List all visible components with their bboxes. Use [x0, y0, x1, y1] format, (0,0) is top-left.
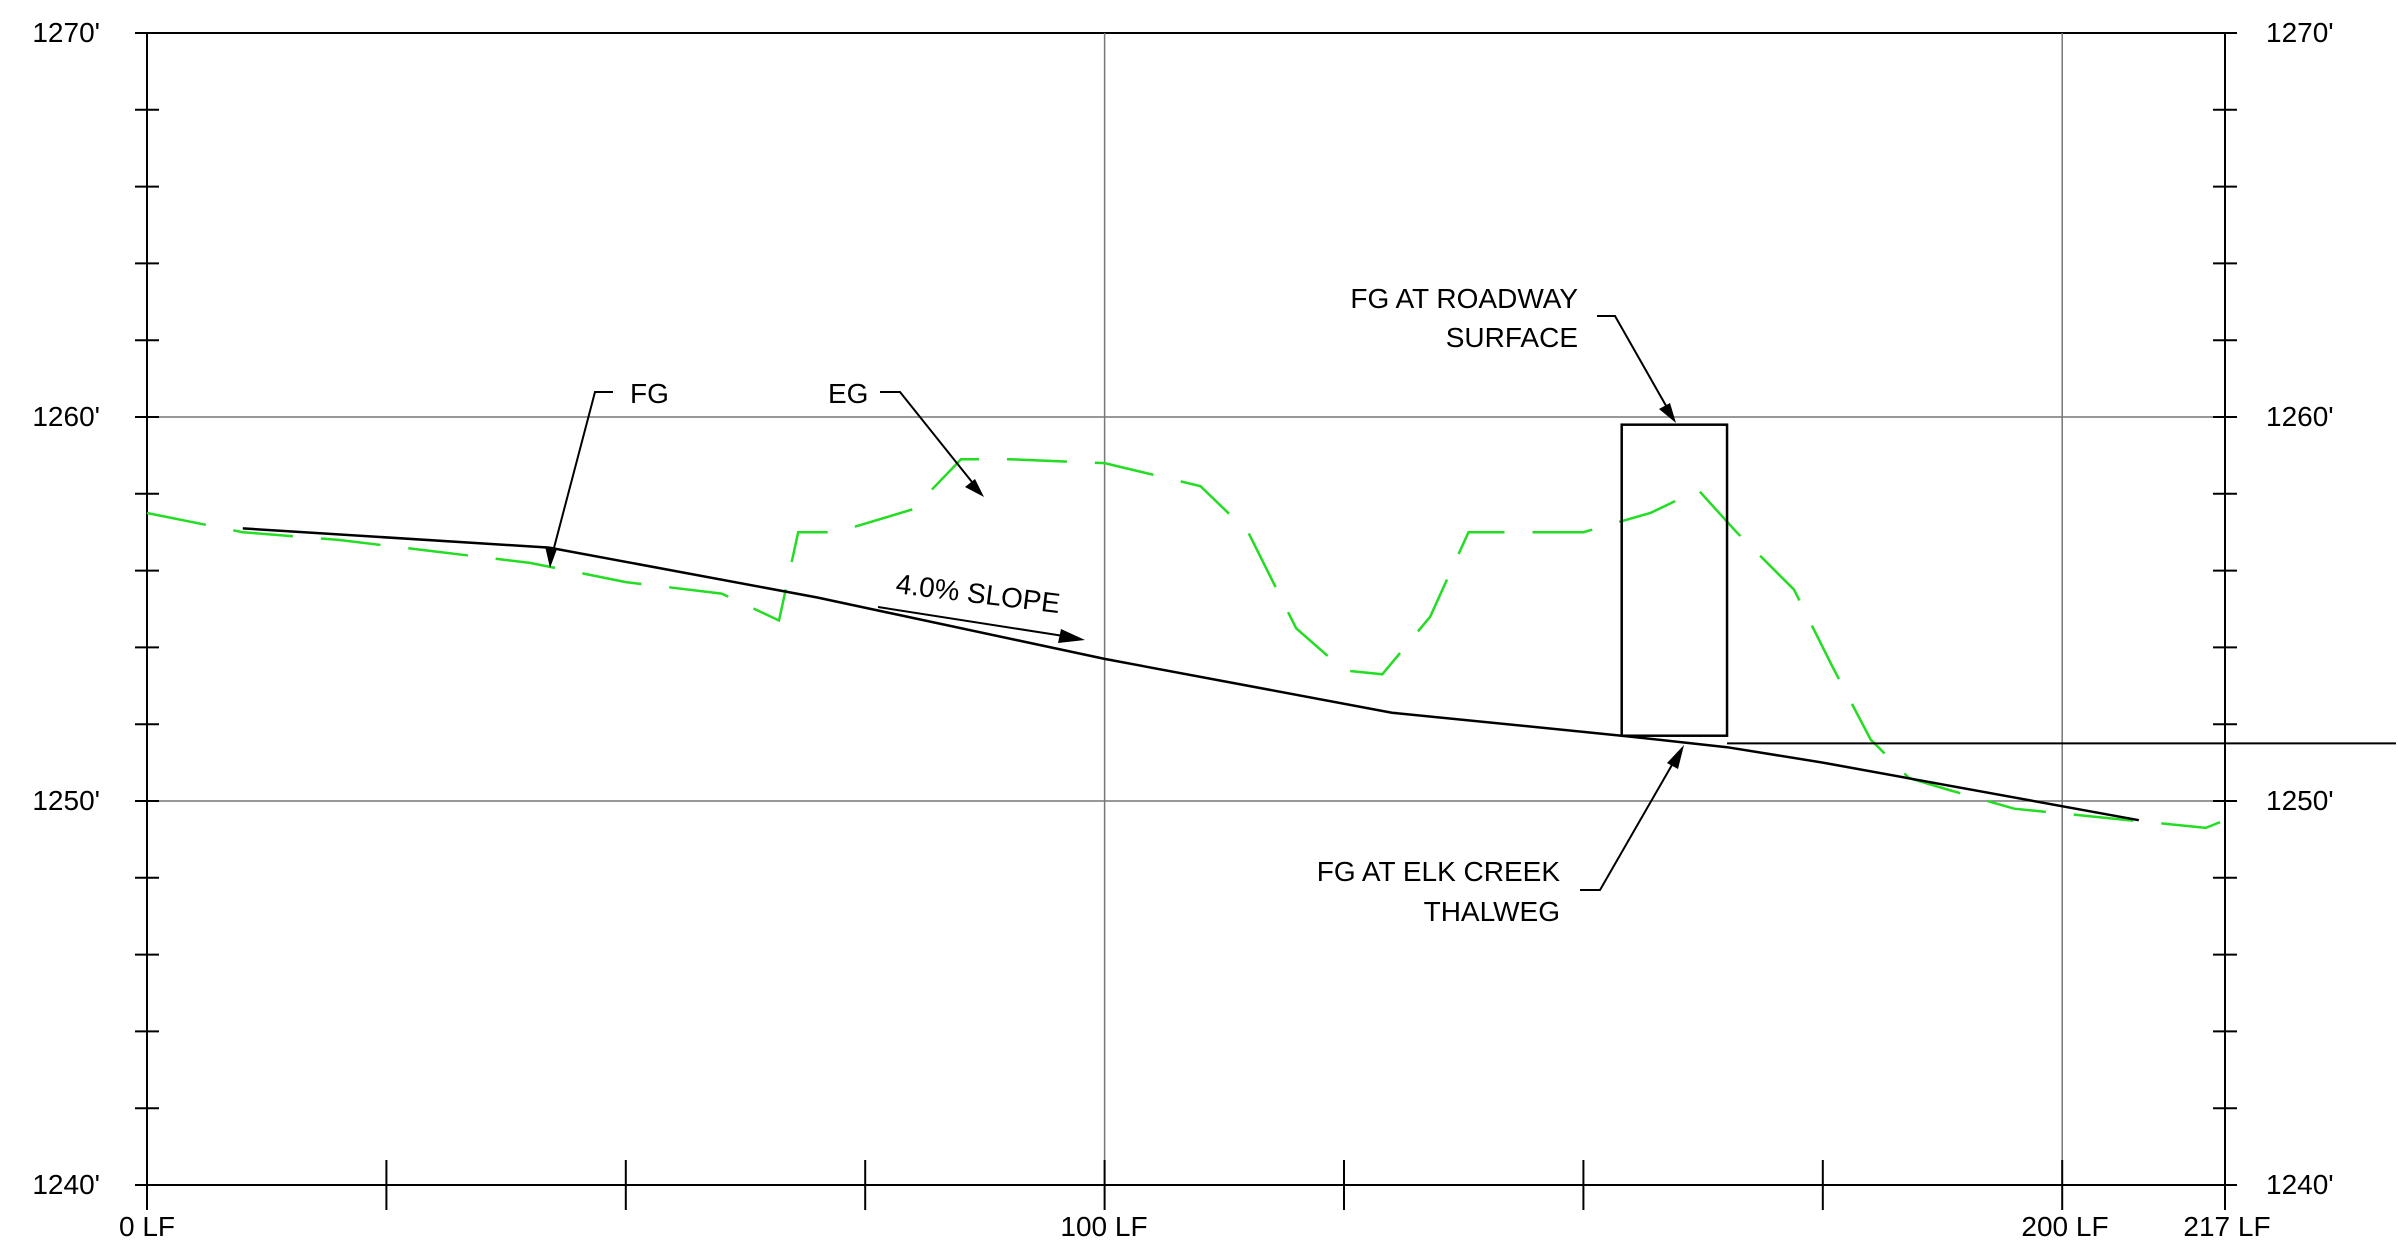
eg-label: EG [828, 378, 868, 409]
fg-line [242, 527, 2140, 822]
roadway-leader [1597, 315, 1674, 419]
roadway-label-line1: FG AT ROADWAY [1350, 283, 1578, 314]
y-tick-label-right-1270: 1270' [2266, 17, 2334, 48]
creek-leader-arrowhead [1667, 745, 1684, 769]
y-tick-label-left-1260: 1260' [32, 401, 100, 432]
fg-leader [549, 391, 613, 564]
y-tick-label-right-1260: 1260' [2266, 401, 2334, 432]
y-tick-label-right-1250: 1250' [2266, 785, 2334, 816]
creek-label-line2: THALWEG [1424, 896, 1560, 927]
creek-label-line1: FG AT ELK CREEK [1317, 856, 1561, 887]
eg-line [146, 457, 2226, 830]
y-tick-label-left-1250: 1250' [32, 785, 100, 816]
eg-leader [880, 391, 981, 493]
slope-label: 4.0% SLOPE [894, 568, 1062, 619]
y-tick-label-left-1270: 1270' [32, 17, 100, 48]
axis-ticks [135, 32, 2237, 1210]
roadway-label-line2: SURFACE [1446, 322, 1578, 353]
slope-arrow [877, 606, 1071, 638]
y-tick-label-right-1240: 1240' [2266, 1169, 2334, 1200]
eg-leader-arrowhead [965, 479, 984, 497]
x-tick-label-100: 100 LF [1060, 1211, 1147, 1242]
x-tick-label-0: 0 LF [119, 1211, 175, 1242]
culvert-box [1620, 423, 1729, 737]
fg-leader-arrowhead [545, 546, 557, 568]
x-tick-label-217: 217 LF [2183, 1211, 2270, 1242]
grid-lines [147, 33, 2225, 1185]
roadway-leader-arrowhead [1659, 403, 1676, 423]
y-tick-label-left-1240: 1240' [32, 1169, 100, 1200]
fg-label: FG [630, 378, 669, 409]
x-tick-label-200: 200 LF [2021, 1211, 2108, 1242]
creek-leader [1580, 750, 1681, 891]
plot-frame [146, 32, 2226, 1186]
slope-arrowhead [1058, 629, 1085, 643]
